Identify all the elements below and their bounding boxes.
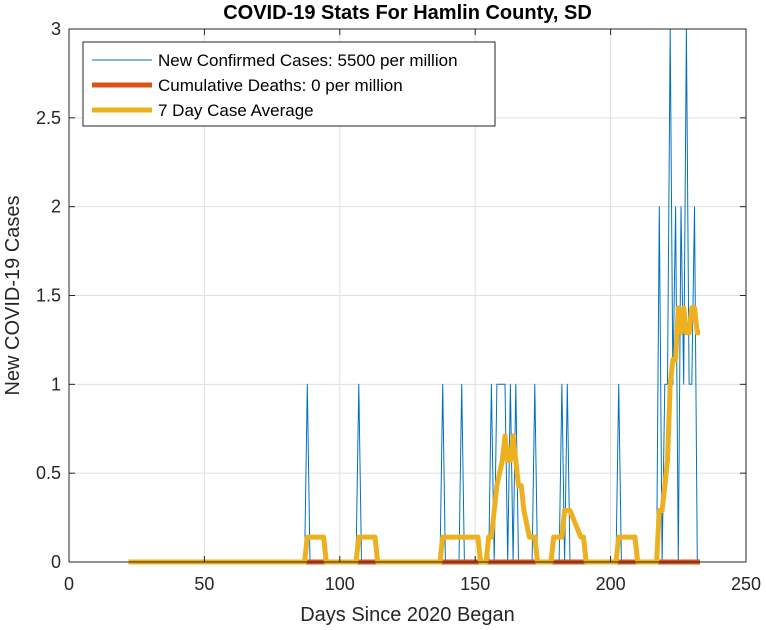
x-tick-label: 0 (64, 574, 74, 594)
legend: New Confirmed Cases: 5500 per million Cu… (82, 41, 496, 127)
series-new-cases-line (128, 28, 700, 563)
grid-lines (69, 29, 746, 562)
y-tick-label: 0.5 (36, 463, 61, 483)
y-tick-label: 1.5 (36, 286, 61, 306)
y-tick-label: 2 (51, 197, 61, 217)
series-7-day-average-line (128, 305, 700, 565)
x-tick-label: 50 (194, 574, 214, 594)
x-tick-label: 100 (325, 574, 355, 594)
y-tick-label: 3 (51, 19, 61, 39)
legend-label-7-day-average: 7 Day Case Average (158, 101, 314, 120)
y-tick-label: 2.5 (36, 108, 61, 128)
x-tick-label: 200 (596, 574, 626, 594)
legend-label-new-cases: New Confirmed Cases: 5500 per million (158, 51, 458, 70)
x-axis-label: Days Since 2020 Began (300, 604, 515, 626)
y-tick-label: 0 (51, 552, 61, 572)
legend-label-cumulative-deaths: Cumulative Deaths: 0 per million (158, 76, 403, 95)
y-tick-label: 1 (51, 374, 61, 394)
tick-labels: 0 50 100 150 200 250 0 0.5 1 1.5 2 2.5 3 (36, 19, 761, 594)
x-tick-label: 250 (731, 574, 761, 594)
y-axis-label: New COVID-19 Cases (2, 195, 24, 395)
ticks (68, 28, 747, 563)
x-tick-label: 150 (460, 574, 490, 594)
chart-title: COVID-19 Stats For Hamlin County, SD (223, 2, 592, 24)
